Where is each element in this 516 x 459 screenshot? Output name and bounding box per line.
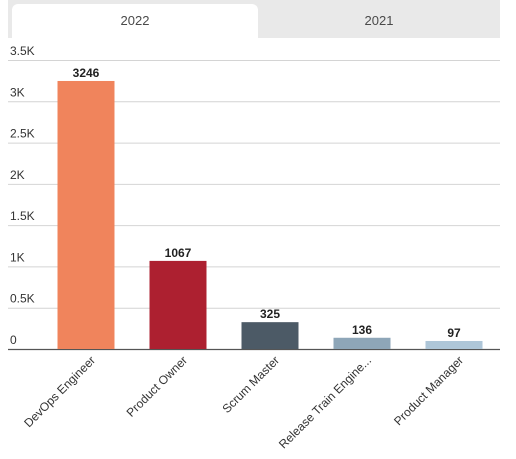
x-tick-label: Scrum Master (219, 353, 282, 416)
bar (57, 80, 115, 349)
data-label: 136 (352, 323, 372, 337)
y-tick-label: 3.5K (10, 44, 35, 58)
bar (333, 337, 391, 349)
y-tick-label: 0 (10, 333, 17, 347)
data-label: 3246 (73, 66, 100, 80)
x-tick-label: Product Manager (391, 353, 466, 428)
y-tick-label: 2K (10, 168, 25, 182)
bar (241, 322, 299, 349)
tab-2021[interactable]: 2021 (364, 13, 394, 28)
bar (149, 260, 207, 349)
y-tick-label: 1.5K (10, 209, 35, 223)
y-tick-label: 0.5K (10, 292, 35, 306)
y-tick-label: 2.5K (10, 127, 35, 141)
bar (425, 340, 483, 349)
x-tick-label: DevOps Engineer (21, 353, 98, 430)
y-tick-label: 1K (10, 250, 25, 264)
data-label: 97 (447, 326, 461, 340)
x-tick-label: Release Train Engine... (276, 353, 374, 451)
x-tick-label: Product Owner (124, 353, 191, 420)
data-label: 1067 (165, 246, 192, 260)
data-label: 325 (260, 307, 280, 321)
y-tick-label: 3K (10, 85, 25, 99)
year-tab-bar: 2022 2021 (8, 0, 500, 38)
tab-2022[interactable]: 2022 (12, 4, 258, 38)
